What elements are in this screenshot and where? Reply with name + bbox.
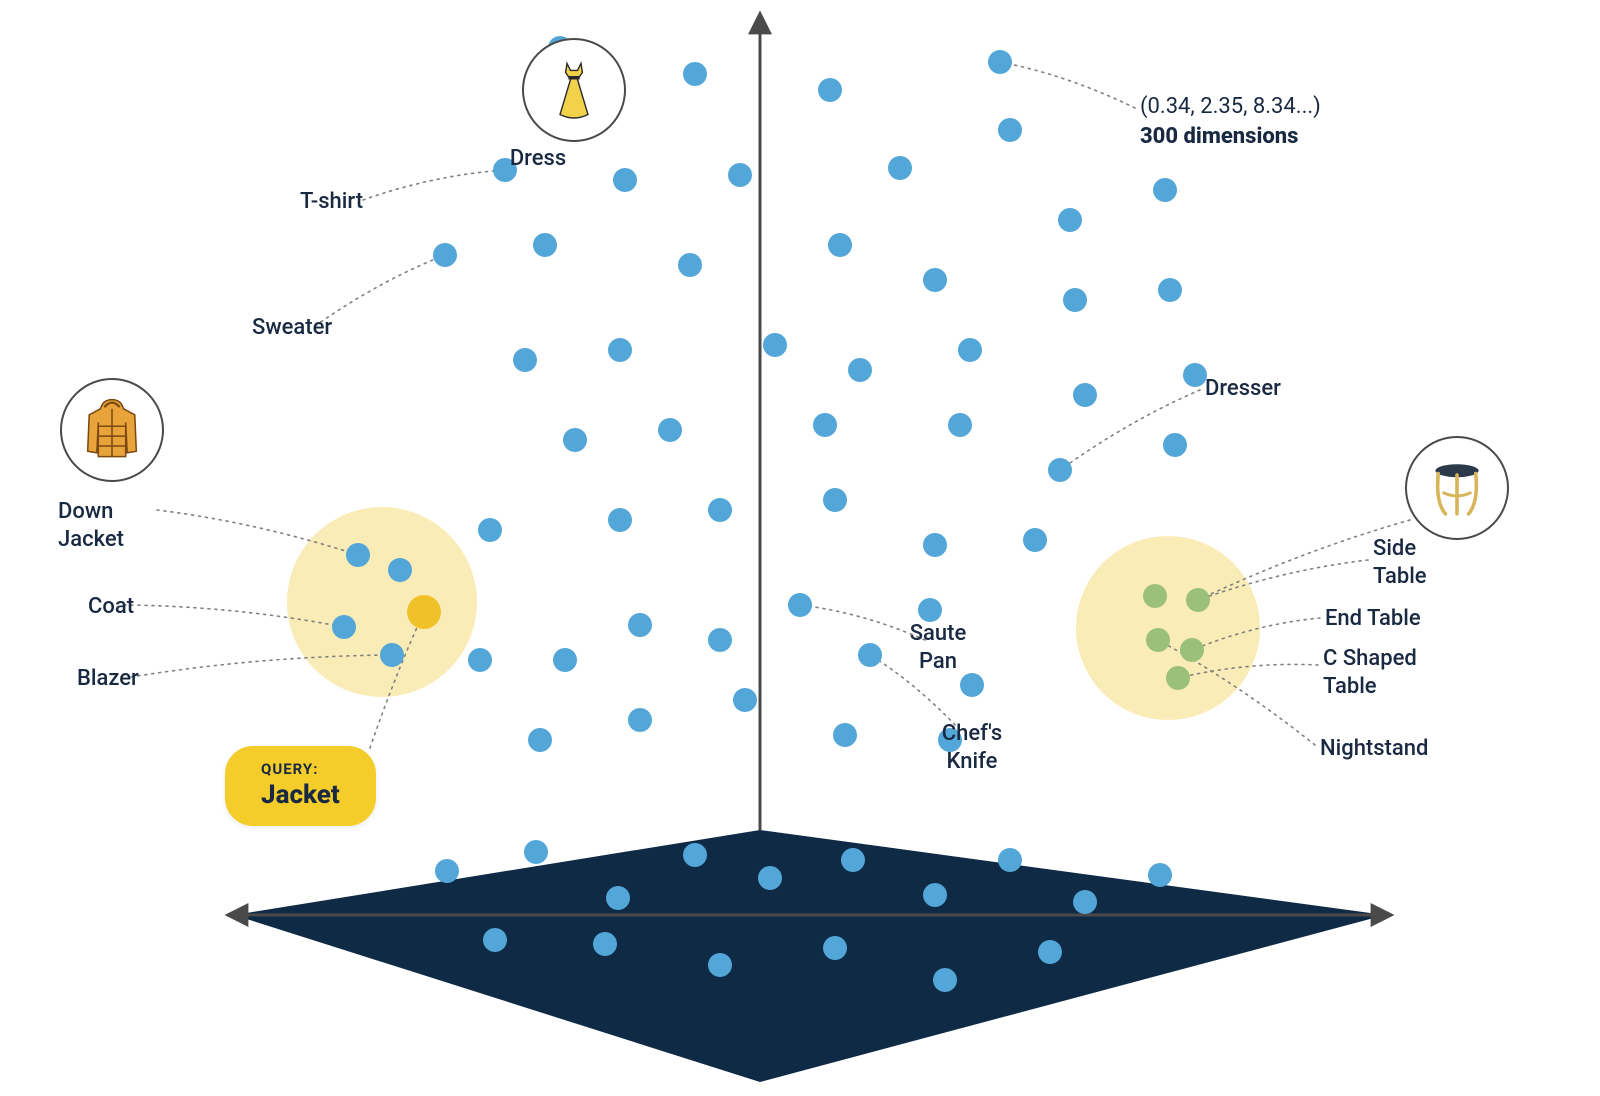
embedding-point (1148, 863, 1172, 887)
embedding-point (708, 953, 732, 977)
embedding-point-match (1166, 666, 1190, 690)
embedding-point (923, 883, 947, 907)
leader-line (315, 255, 445, 326)
embedding-point (528, 728, 552, 752)
label-side-table: Side Table (1373, 535, 1427, 590)
embedding-point (628, 613, 652, 637)
embedding-point (960, 673, 984, 697)
label-sweater: Sweater (252, 314, 332, 342)
query-point (407, 595, 441, 629)
embedding-point (388, 558, 412, 582)
embedding-point (613, 168, 637, 192)
embedding-point (513, 348, 537, 372)
label-dresser: Dresser (1205, 375, 1281, 403)
embedding-point (483, 928, 507, 952)
embedding-point (988, 50, 1012, 74)
embedding-point (658, 418, 682, 442)
embedding-point (1183, 363, 1207, 387)
label-c-shaped: C Shaped Table (1323, 645, 1417, 700)
embedding-point (1163, 433, 1187, 457)
embedding-point (958, 338, 982, 362)
embedding-point (763, 333, 787, 357)
embedding-point (608, 508, 632, 532)
embedding-point (683, 843, 707, 867)
embedding-point (708, 628, 732, 652)
embedding-point (828, 233, 852, 257)
embedding-point (923, 268, 947, 292)
embedding-point (593, 932, 617, 956)
embedding-point (1158, 278, 1182, 302)
embedding-point (841, 848, 865, 872)
embedding-point (478, 518, 502, 542)
embedding-point (1023, 528, 1047, 552)
embedding-point (758, 866, 782, 890)
embedding-point (728, 163, 752, 187)
embedding-point-match (1186, 588, 1210, 612)
jacket-cluster (287, 507, 477, 697)
label-saute-pan: Saute Pan (910, 620, 967, 675)
embedding-point (1153, 178, 1177, 202)
embedding-point (823, 936, 847, 960)
embedding-point-match (1146, 628, 1170, 652)
embedding-space-diagram (0, 0, 1600, 1096)
embedding-point (833, 723, 857, 747)
embedding-point (380, 643, 404, 667)
embedding-point (1048, 458, 1072, 482)
leader-line (363, 170, 505, 200)
embedding-point (1063, 288, 1087, 312)
embedding-point (1038, 940, 1062, 964)
embedding-point (553, 648, 577, 672)
label-chefs-knife: Chef's Knife (942, 720, 1002, 775)
leader-line (800, 605, 925, 640)
embedding-point (823, 488, 847, 512)
embedding-point (818, 78, 842, 102)
embedding-point (1073, 890, 1097, 914)
embedding-point (858, 643, 882, 667)
embedding-point (813, 413, 837, 437)
embedding-point (918, 598, 942, 622)
label-coat: Coat (88, 593, 134, 621)
label-tshirt: T-shirt (300, 188, 363, 216)
embedding-point (608, 338, 632, 362)
embedding-point (628, 708, 652, 732)
embedding-point (788, 593, 812, 617)
embedding-point (848, 358, 872, 382)
dimensions-annotation: (0.34, 2.35, 8.34...)300 dimensions (1140, 92, 1321, 151)
embedding-point (524, 840, 548, 864)
table-cluster (1076, 536, 1260, 720)
embedding-point (678, 253, 702, 277)
embedding-point-match (1143, 584, 1167, 608)
label-nightstand: Nightstand (1320, 735, 1428, 763)
embedding-point (683, 62, 707, 86)
jacket-icon (60, 378, 164, 482)
embedding-point (933, 968, 957, 992)
query-pill: QUERY:Jacket (225, 746, 376, 826)
table-icon (1405, 436, 1509, 540)
dress-icon (522, 38, 626, 142)
embedding-point (606, 886, 630, 910)
embedding-point (533, 233, 557, 257)
embedding-point-match (1180, 638, 1204, 662)
label-blazer: Blazer (77, 665, 139, 693)
embedding-point (888, 156, 912, 180)
embedding-point (923, 533, 947, 557)
label-dress: Dress (510, 145, 566, 173)
embedding-point (346, 543, 370, 567)
label-end-table: End Table (1325, 605, 1421, 633)
embedding-point (708, 498, 732, 522)
embedding-point (1073, 383, 1097, 407)
embedding-point (433, 243, 457, 267)
embedding-point (998, 118, 1022, 142)
embedding-point (563, 428, 587, 452)
floor-plane (234, 830, 1385, 1082)
embedding-point (468, 648, 492, 672)
embedding-point (1058, 208, 1082, 232)
embedding-point (435, 859, 459, 883)
label-down-jacket: Down Jacket (58, 498, 124, 553)
leader-line (1000, 62, 1135, 108)
embedding-point (998, 848, 1022, 872)
embedding-point (948, 413, 972, 437)
embedding-point (733, 688, 757, 712)
embedding-point (332, 615, 356, 639)
